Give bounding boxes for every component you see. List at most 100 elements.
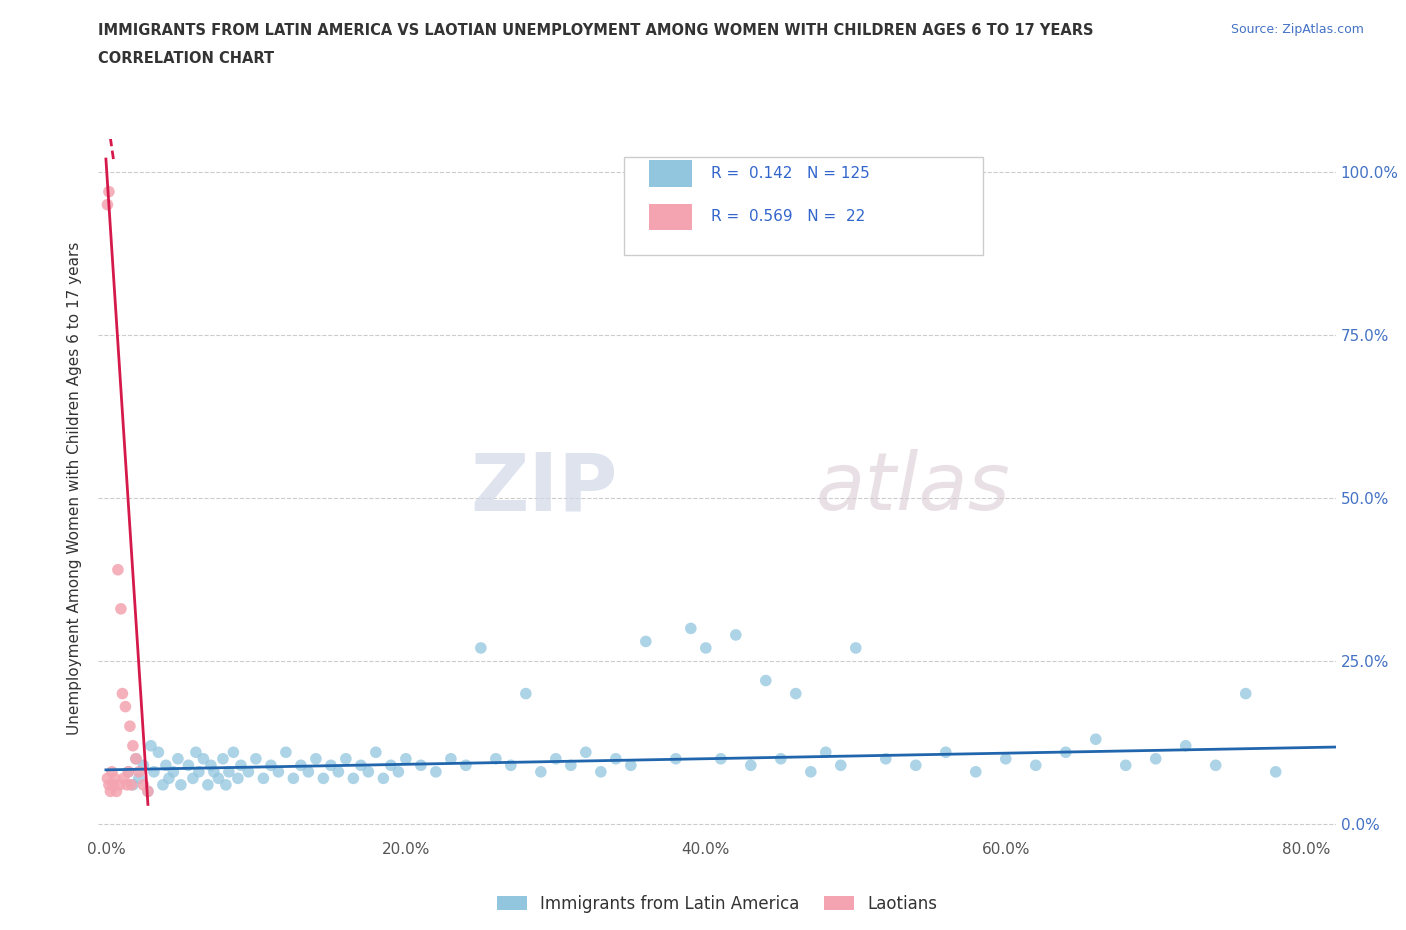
Point xyxy=(111,686,134,701)
Point xyxy=(530,764,553,779)
Point xyxy=(97,777,120,792)
Point xyxy=(499,758,522,773)
Text: atlas: atlas xyxy=(815,449,1011,527)
Point xyxy=(605,751,627,766)
Point xyxy=(197,777,219,792)
Y-axis label: Unemployment Among Women with Children Ages 6 to 17 years: Unemployment Among Women with Children A… xyxy=(67,242,83,735)
Point xyxy=(769,751,792,766)
Point xyxy=(364,745,387,760)
Point xyxy=(297,764,319,779)
Point xyxy=(100,784,122,799)
Point xyxy=(665,751,688,766)
Point xyxy=(103,777,125,792)
FancyBboxPatch shape xyxy=(624,157,983,255)
Point xyxy=(218,764,240,779)
Point xyxy=(112,771,135,786)
Point xyxy=(105,784,128,799)
Point xyxy=(96,771,118,786)
Point xyxy=(350,758,373,773)
Point xyxy=(785,686,807,701)
Point xyxy=(267,764,290,779)
Point xyxy=(575,745,598,760)
Point xyxy=(136,784,159,799)
Point xyxy=(101,764,124,779)
Point xyxy=(125,751,148,766)
Bar xyxy=(650,161,692,187)
Point xyxy=(245,751,267,766)
Point xyxy=(202,764,225,779)
Point xyxy=(122,738,145,753)
Point xyxy=(679,621,702,636)
Point xyxy=(373,771,395,786)
Point xyxy=(117,764,139,779)
Point xyxy=(155,758,177,773)
Point xyxy=(283,771,305,786)
Point xyxy=(485,751,508,766)
Point xyxy=(710,751,733,766)
Point xyxy=(1174,738,1197,753)
Point xyxy=(1234,686,1257,701)
Point xyxy=(110,602,132,617)
Point xyxy=(117,764,139,779)
Point xyxy=(148,745,170,760)
Point xyxy=(215,777,238,792)
Point xyxy=(260,758,283,773)
Text: R =  0.142   N = 125: R = 0.142 N = 125 xyxy=(711,166,870,181)
Point xyxy=(695,641,717,656)
Point xyxy=(136,784,159,799)
Point xyxy=(800,764,823,779)
Point xyxy=(740,758,762,773)
Point xyxy=(170,777,193,792)
Point xyxy=(589,764,612,779)
Point xyxy=(875,751,897,766)
Point xyxy=(290,758,312,773)
Point xyxy=(328,764,350,779)
Point xyxy=(238,764,260,779)
Point xyxy=(724,628,747,643)
Point xyxy=(814,745,837,760)
Point xyxy=(965,764,987,779)
Point xyxy=(440,751,463,766)
Point xyxy=(152,777,174,792)
Point xyxy=(1264,764,1286,779)
Point xyxy=(128,764,150,779)
Point xyxy=(1115,758,1137,773)
Text: R =  0.569   N =  22: R = 0.569 N = 22 xyxy=(711,209,865,224)
Point xyxy=(1025,758,1047,773)
Point xyxy=(357,764,380,779)
Point xyxy=(470,641,492,656)
Point xyxy=(167,751,190,766)
Point xyxy=(181,771,204,786)
Point xyxy=(139,738,162,753)
Point xyxy=(335,751,357,766)
Point xyxy=(177,758,200,773)
Point xyxy=(142,764,165,779)
Point xyxy=(193,751,215,766)
Point xyxy=(229,758,252,773)
Bar xyxy=(650,204,692,231)
Point xyxy=(395,751,418,766)
Point xyxy=(104,771,127,786)
Point xyxy=(114,699,136,714)
Point xyxy=(187,764,209,779)
Point xyxy=(184,745,207,760)
Point xyxy=(634,634,657,649)
Point xyxy=(312,771,335,786)
Point xyxy=(212,751,235,766)
Point xyxy=(935,745,957,760)
Point xyxy=(830,758,852,773)
Point xyxy=(409,758,432,773)
Text: Source: ZipAtlas.com: Source: ZipAtlas.com xyxy=(1230,23,1364,36)
Point xyxy=(387,764,409,779)
Point xyxy=(96,197,118,212)
Point xyxy=(157,771,180,786)
Point xyxy=(274,745,297,760)
Text: CORRELATION CHART: CORRELATION CHART xyxy=(98,51,274,66)
Point xyxy=(1054,745,1077,760)
Point xyxy=(252,771,274,786)
Point xyxy=(122,777,145,792)
Point xyxy=(132,777,155,792)
Point xyxy=(845,641,868,656)
Point xyxy=(305,751,328,766)
Point xyxy=(125,751,148,766)
